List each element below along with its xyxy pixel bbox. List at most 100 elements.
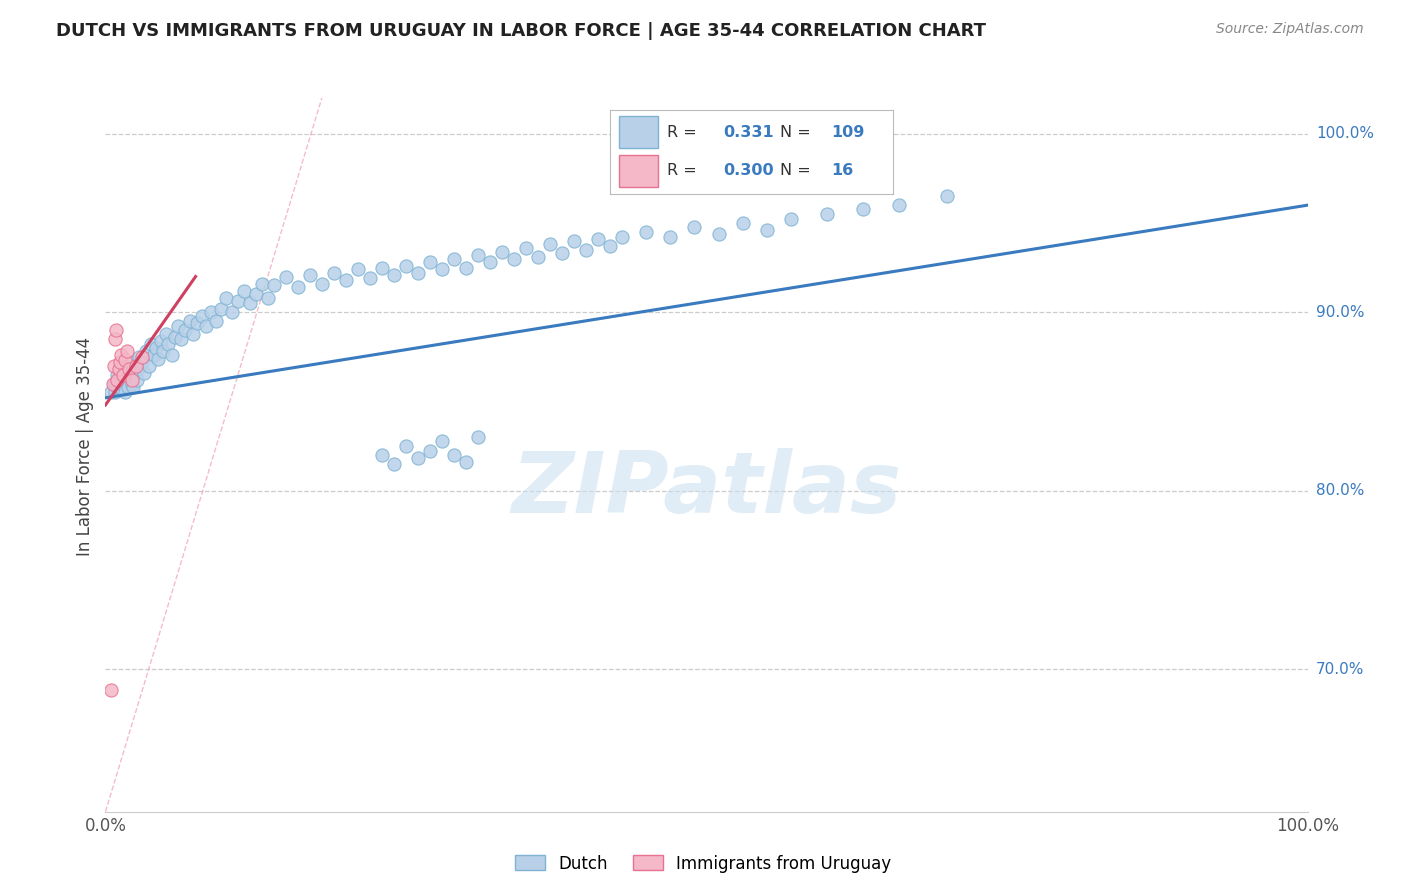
Point [419,255,441,269]
Point [245,287,267,301]
Point [575,243,598,257]
Bar [619,116,658,148]
Point [114,385,136,400]
Point [430,434,453,448]
Point [406,266,429,280]
Point [479,255,502,269]
Point [936,189,959,203]
Point [112,362,135,376]
Point [467,430,489,444]
Point [145,341,167,355]
Point [170,332,193,346]
Text: Source: ZipAtlas.com: Source: ZipAtlas.com [1216,22,1364,37]
Point [120,355,142,369]
Point [599,239,621,253]
Y-axis label: In Labor Force | Age 35-44: In Labor Force | Age 35-44 [76,336,94,556]
Point [108,369,131,384]
Text: N =: N = [780,125,815,140]
Point [195,319,218,334]
Point [731,216,754,230]
Point [186,316,208,330]
Point [115,371,138,385]
Point [107,373,129,387]
Point [104,332,127,346]
Point [311,277,333,291]
Point [359,271,381,285]
Point [683,219,706,234]
Point [100,385,122,400]
Point [104,385,127,400]
Point [114,353,136,368]
Point [395,259,418,273]
Text: 0.331: 0.331 [723,125,773,140]
Point [115,344,138,359]
Point [636,225,658,239]
Point [132,366,155,380]
Point [226,294,249,309]
Point [214,291,236,305]
Point [121,376,143,391]
Point [419,444,441,458]
Point [118,362,141,376]
Point [659,230,682,244]
Point [779,212,801,227]
Text: 109: 109 [831,125,865,140]
Point [138,359,160,373]
Point [156,337,179,351]
Point [815,207,838,221]
Point [155,326,177,341]
Point [406,451,429,466]
Point [887,198,910,212]
Point [105,323,128,337]
Text: ZIPatlas: ZIPatlas [512,449,901,532]
Point [152,344,174,359]
Point [100,683,122,698]
Point [166,319,188,334]
Point [122,380,145,394]
Point [173,323,195,337]
Point [239,296,262,310]
Text: 80.0%: 80.0% [1316,483,1364,498]
Point [515,241,537,255]
Point [205,314,228,328]
Point [256,291,278,305]
Point [103,376,125,391]
Point [115,359,138,373]
Point [322,266,344,280]
Point [588,232,610,246]
Point [382,268,405,282]
Point [110,376,132,391]
Point [121,373,143,387]
Text: DUTCH VS IMMIGRANTS FROM URUGUAY IN LABOR FORCE | AGE 35-44 CORRELATION CHART: DUTCH VS IMMIGRANTS FROM URUGUAY IN LABO… [56,22,986,40]
Point [108,355,131,369]
Point [371,448,394,462]
Point [551,246,574,260]
Point [142,348,165,362]
Point [274,269,297,284]
Text: 90.0%: 90.0% [1316,305,1364,319]
Point [443,448,465,462]
Point [179,314,201,328]
Point [160,348,183,362]
Text: R =: R = [666,163,702,178]
Point [124,359,146,373]
Point [371,260,394,275]
Point [135,344,157,359]
Point [755,223,778,237]
Text: N =: N = [780,163,815,178]
Point [148,351,170,366]
Point [443,252,465,266]
Point [335,273,357,287]
Point [108,380,131,394]
Point [250,277,273,291]
Point [454,455,477,469]
Point [181,326,204,341]
Point [395,439,418,453]
Point [124,366,146,380]
Point [263,278,285,293]
Point [117,380,139,394]
Point [118,368,141,382]
Point [111,382,134,396]
Point [200,305,222,319]
Point [110,348,132,362]
